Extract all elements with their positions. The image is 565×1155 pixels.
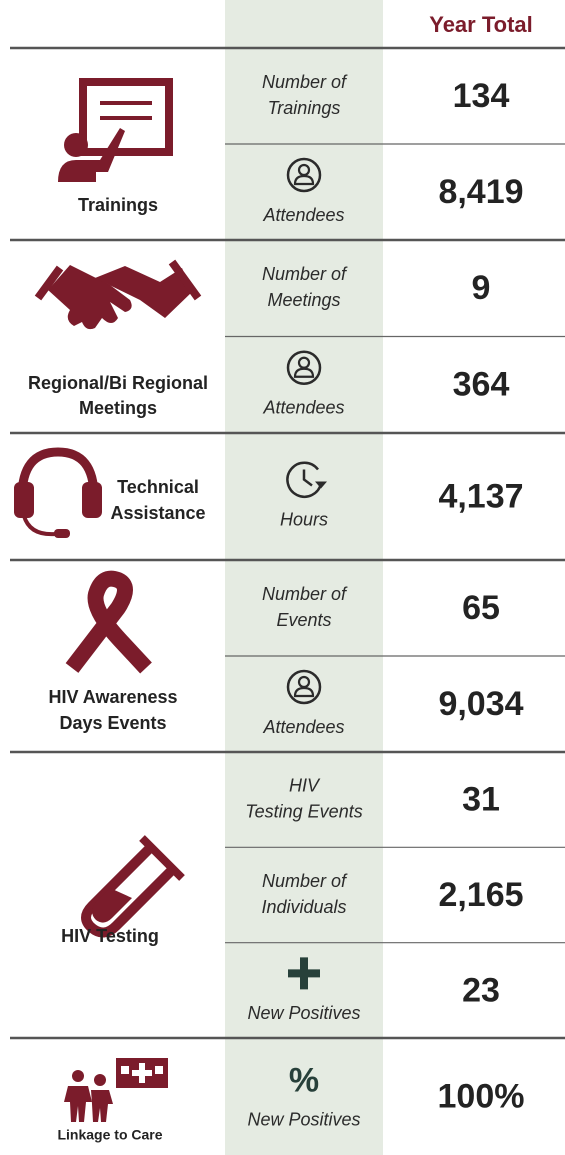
section-label: Regional/Bi Regional bbox=[28, 373, 208, 393]
metric-label: New Positives bbox=[247, 1109, 360, 1129]
section-label: Meetings bbox=[79, 398, 157, 418]
person-a bbox=[64, 1086, 92, 1122]
metric-label: Number of bbox=[262, 264, 348, 284]
section-icon bbox=[65, 570, 152, 674]
year-total: 65 bbox=[462, 589, 500, 627]
metric-label: Hours bbox=[280, 509, 328, 529]
ear-left bbox=[14, 482, 34, 518]
year-total: 23 bbox=[462, 971, 500, 1009]
metric-label: Number of bbox=[262, 871, 348, 891]
year-total: 2,165 bbox=[438, 876, 523, 914]
year-total: 8,419 bbox=[438, 173, 523, 211]
section-label: Technical bbox=[117, 477, 199, 497]
column-title: Year Total bbox=[429, 12, 533, 37]
clock-icon bbox=[286, 461, 327, 498]
person-icon bbox=[286, 669, 322, 705]
icon-ring bbox=[286, 461, 323, 498]
mic-tip bbox=[54, 529, 70, 538]
icon-body bbox=[293, 174, 315, 186]
section-icon bbox=[64, 1058, 168, 1122]
year-total: 364 bbox=[453, 366, 510, 404]
icon-body bbox=[293, 367, 315, 378]
cuffs bbox=[34, 259, 202, 301]
icon-ring bbox=[286, 350, 322, 385]
metric-label: Number of bbox=[262, 72, 348, 92]
section-label: HIV Testing bbox=[61, 926, 159, 946]
tube-lip bbox=[139, 835, 185, 881]
section-icon bbox=[34, 259, 202, 330]
headband bbox=[17, 447, 99, 498]
year-total: 9,034 bbox=[438, 685, 523, 723]
year-total: 31 bbox=[462, 781, 500, 819]
icon-body bbox=[293, 686, 315, 698]
trainer-head bbox=[64, 133, 88, 157]
hospital-cross bbox=[132, 1063, 152, 1083]
metric-label: Attendees bbox=[262, 717, 344, 737]
section-label: Linkage to Care bbox=[57, 1127, 162, 1143]
person-a-head bbox=[72, 1070, 84, 1082]
year-total: 100% bbox=[438, 1077, 525, 1115]
tube-liquid bbox=[92, 888, 132, 923]
metric-label: Attendees bbox=[262, 398, 344, 418]
year-total: 9 bbox=[472, 269, 491, 307]
icon-arrow bbox=[315, 481, 327, 489]
metric-label: Events bbox=[276, 610, 331, 630]
metric-label: HIV bbox=[289, 775, 321, 795]
metric-label: Meetings bbox=[267, 290, 340, 310]
ear-right bbox=[82, 482, 102, 518]
icon-ring bbox=[286, 157, 322, 193]
hand-right bbox=[95, 266, 192, 318]
metric-label: New Positives bbox=[247, 1003, 360, 1023]
metric-label: Trainings bbox=[268, 98, 341, 118]
metric-label: Attendees bbox=[262, 205, 344, 225]
row-symbol: % bbox=[289, 1061, 319, 1099]
hand-left bbox=[48, 265, 132, 330]
icon-hands bbox=[302, 469, 313, 487]
tube bbox=[81, 843, 177, 938]
icon-plus bbox=[288, 957, 320, 990]
hospital-windows bbox=[121, 1066, 163, 1074]
mic bbox=[22, 515, 57, 537]
section-label: Trainings bbox=[78, 195, 158, 215]
section-icon bbox=[14, 447, 102, 538]
section-icon bbox=[81, 835, 185, 938]
plus-icon bbox=[288, 957, 320, 990]
easel-lines bbox=[100, 101, 152, 120]
year-total: 134 bbox=[453, 77, 510, 115]
person-icon bbox=[286, 157, 322, 193]
year-total: 4,137 bbox=[438, 477, 523, 515]
section-label: Assistance bbox=[110, 503, 205, 523]
ribbon bbox=[65, 570, 152, 674]
metric-label: Testing Events bbox=[245, 801, 362, 821]
section-label: HIV Awareness bbox=[48, 687, 177, 707]
person-b bbox=[91, 1090, 113, 1122]
icon-ring bbox=[286, 669, 322, 705]
metric-label: Individuals bbox=[261, 897, 346, 917]
person-icon bbox=[286, 350, 322, 385]
trainer-body bbox=[58, 128, 125, 182]
easel bbox=[79, 78, 173, 156]
section-icon bbox=[58, 78, 173, 182]
person-b-head bbox=[94, 1074, 106, 1086]
metric-label: Number of bbox=[262, 584, 348, 604]
section-label: Days Events bbox=[59, 713, 166, 733]
